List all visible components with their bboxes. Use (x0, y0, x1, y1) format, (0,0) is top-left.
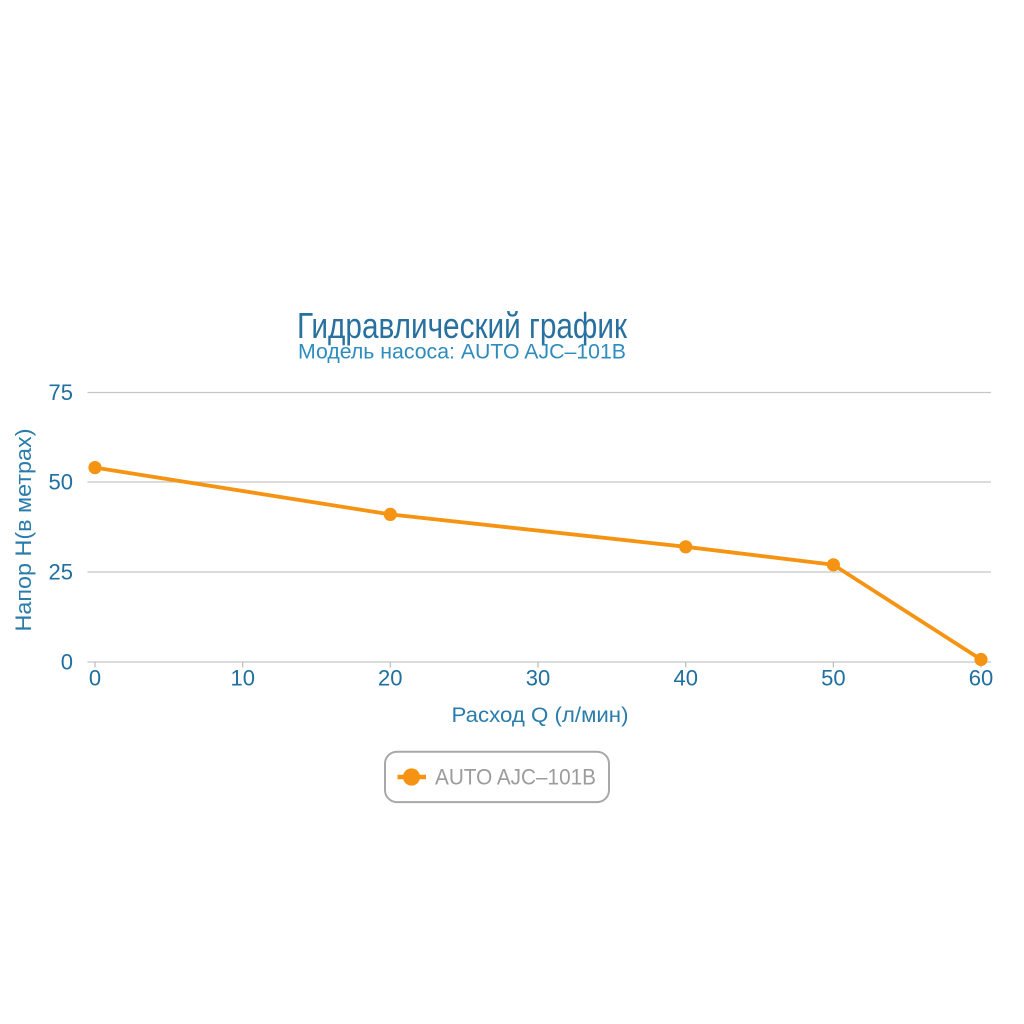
svg-text:60: 60 (969, 666, 993, 691)
svg-text:Модель насоса: AUTO AJC–101B: Модель насоса: AUTO AJC–101B (298, 341, 626, 364)
svg-text:Напор H(в метрах): Напор H(в метрах) (11, 429, 36, 632)
svg-text:10: 10 (230, 666, 254, 691)
svg-text:0: 0 (89, 666, 101, 691)
svg-text:75: 75 (49, 380, 73, 405)
svg-text:0: 0 (61, 650, 73, 675)
svg-text:AUTO AJC–101B: AUTO AJC–101B (435, 765, 596, 790)
svg-text:40: 40 (673, 666, 697, 691)
svg-text:50: 50 (49, 470, 73, 495)
svg-text:25: 25 (49, 560, 73, 585)
svg-text:30: 30 (526, 666, 550, 691)
svg-text:20: 20 (378, 666, 402, 691)
svg-text:Расход Q (л/мин): Расход Q (л/мин) (452, 703, 629, 727)
svg-text:Гидравлический график: Гидравлический график (297, 305, 628, 346)
svg-text:50: 50 (821, 666, 845, 691)
